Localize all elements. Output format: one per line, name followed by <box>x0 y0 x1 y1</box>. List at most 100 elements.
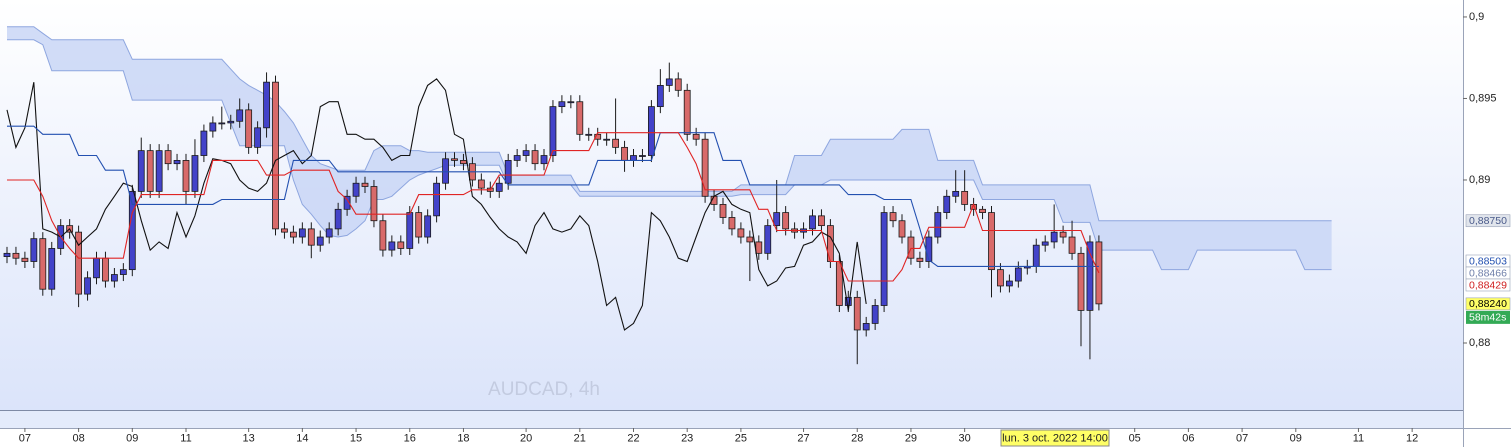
candle-body <box>200 130 208 156</box>
candle-body <box>630 155 637 161</box>
candle-body <box>1014 267 1022 282</box>
candle-body <box>934 212 942 238</box>
x-tick-label: 28 <box>851 432 863 444</box>
candle-body <box>1041 241 1049 246</box>
kijun-line <box>7 125 1099 267</box>
candle-body <box>558 101 566 108</box>
candle-layer <box>3 62 1103 365</box>
x-tick-label: 22 <box>627 432 639 444</box>
candle-body <box>862 323 870 331</box>
candle-body <box>844 296 852 306</box>
x-tick-label: 29 <box>905 432 917 444</box>
candle-body <box>603 138 611 141</box>
price-label-box <box>1465 214 1511 228</box>
candle-body <box>1006 280 1013 287</box>
candle-body <box>513 155 521 161</box>
candle-body <box>191 155 199 192</box>
candle-body <box>692 133 700 140</box>
price-label-box <box>1465 297 1511 311</box>
candle-body <box>961 190 969 205</box>
x-tick-label: 07 <box>19 432 31 444</box>
price-label: 0,88240 <box>1469 298 1507 310</box>
candle-body <box>93 257 100 279</box>
candle-body <box>1032 244 1040 267</box>
candle-body <box>48 248 56 290</box>
y-tick-label: 0,9 <box>1469 11 1484 23</box>
candle-body <box>397 241 405 249</box>
candle-body <box>12 252 20 259</box>
candle-body <box>182 160 190 192</box>
candle-body <box>1086 241 1094 311</box>
watermark: AUDCAD, 4h <box>488 379 600 400</box>
indicator-layer <box>6 78 1100 331</box>
candle-body <box>621 146 628 161</box>
candle-body <box>111 274 118 282</box>
candle-body <box>871 305 879 324</box>
candle-body <box>880 212 888 306</box>
candle-body <box>594 133 602 140</box>
candle-body <box>281 228 288 233</box>
candle-body <box>1059 231 1067 238</box>
candle-body <box>433 182 441 217</box>
candle-body <box>3 252 11 257</box>
x-tick-label: 15 <box>350 432 362 444</box>
candle-body <box>236 109 244 122</box>
chikou-line <box>6 78 867 331</box>
x-tick-label: 07 <box>1236 432 1248 444</box>
x-tick-label: 23 <box>681 432 693 444</box>
candle-body <box>424 215 432 238</box>
candle-body <box>889 212 897 222</box>
price-label: 0,88466 <box>1469 267 1507 279</box>
candle-body <box>522 150 530 156</box>
candle-body <box>925 236 933 262</box>
candle-body <box>531 150 539 165</box>
candle-body <box>755 241 763 254</box>
x-tick-label: 20 <box>520 432 532 444</box>
candle-body <box>325 228 333 238</box>
candle-body <box>173 160 181 165</box>
axis-layer: 0,88 0,89 0,895 0,9 07 08 09 11 13 14 15 16 18 20 21 22… <box>19 11 1497 445</box>
plot-footer <box>0 410 1463 428</box>
crosshair-label: lun. 3 oct. 2022 14:00 <box>1002 432 1108 444</box>
candle-body <box>477 179 485 189</box>
price-label: 0,88429 <box>1469 279 1507 291</box>
x-tick-label: 18 <box>457 432 469 444</box>
tenkan-line <box>7 132 1100 282</box>
candle-body <box>1050 231 1058 243</box>
candle-body <box>155 150 163 192</box>
candle-body <box>916 257 924 262</box>
candle-body <box>504 160 512 184</box>
x-tick-label: 09 <box>1290 432 1302 444</box>
candle-body <box>997 269 1004 287</box>
candle-body <box>907 236 915 259</box>
y-tick-label: 0,895 <box>1469 92 1497 104</box>
candle-body <box>719 204 727 218</box>
candle-body <box>406 212 414 249</box>
candle-body <box>84 277 91 295</box>
candle-body <box>298 228 306 238</box>
candle-body <box>746 236 754 243</box>
candle-body <box>952 190 960 197</box>
candle-body <box>379 220 387 251</box>
candle-body <box>21 257 29 262</box>
candle-body <box>818 215 825 227</box>
candle-body <box>334 208 342 230</box>
candle-body <box>737 228 745 238</box>
candle-body <box>102 257 109 282</box>
x-tick-label: 11 <box>1353 432 1364 444</box>
candle-body <box>30 238 38 262</box>
candle-body <box>988 212 995 271</box>
x-tick-label: 09 <box>126 432 138 444</box>
candle-body <box>254 127 262 148</box>
candle-body <box>352 182 360 197</box>
candle-body <box>415 212 423 238</box>
candle-body <box>549 106 557 156</box>
candle-body <box>370 186 378 222</box>
price-label: 0,88750 <box>1469 215 1507 227</box>
timer-label: 58m42s <box>1469 312 1506 324</box>
candle-body <box>674 78 682 91</box>
cloud-edge <box>7 26 1332 222</box>
candle-body <box>442 158 449 184</box>
candle-body <box>639 155 646 157</box>
